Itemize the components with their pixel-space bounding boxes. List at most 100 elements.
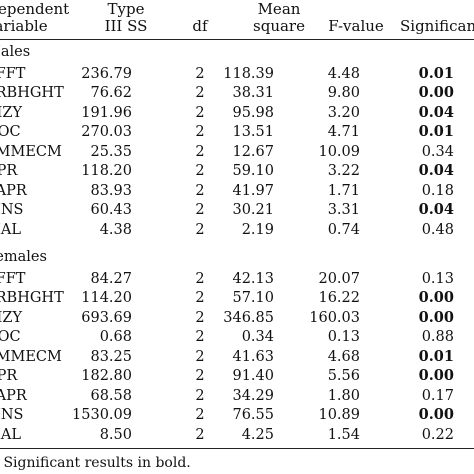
header-df: df [192, 17, 208, 35]
cell-mean-square: 38.31 [232, 85, 274, 101]
table-row: MNS 60.43 2 30.21 3.31 0.04 [0, 200, 474, 220]
table-row: MAL 4.38 2 2.19 0.74 0.48 [0, 220, 474, 240]
cell-significance: 0.04 [418, 103, 454, 121]
group-label: Males [0, 44, 31, 60]
cell-mean-square: 59.10 [232, 163, 274, 179]
cell-df: 2 [195, 143, 205, 160]
cell-significance: 0.48 [421, 221, 454, 238]
cell-df: 2 [195, 348, 205, 365]
cell-significance: 0.01 [418, 123, 454, 140]
header-ss-line1: Type [107, 0, 145, 18]
cell-mean-square: 91.40 [232, 368, 274, 384]
cell-mean-square: 12.67 [232, 143, 274, 160]
footnote: * Significant results in bold. [0, 455, 191, 471]
table-bottom-rule [0, 448, 474, 449]
cell-df: 2 [195, 65, 205, 82]
cell-type-iii-ss: 118.20 [81, 163, 132, 179]
cell-df: 2 [195, 290, 205, 306]
cell-significance: 0.04 [418, 201, 454, 218]
cell-type-iii-ss: 182.80 [81, 368, 132, 384]
cell-mean-square: 41.97 [232, 182, 274, 199]
table-row: LFFT 236.79 2 118.39 4.48 0.01 [0, 64, 474, 84]
cell-type-iii-ss: 76.62 [90, 85, 132, 101]
cell-type-iii-ss: 4.38 [99, 221, 132, 238]
cell-type-iii-ss: 191.96 [81, 104, 132, 121]
cell-f-value: 5.56 [327, 368, 360, 384]
cell-significance: 0.17 [421, 387, 454, 404]
table-row: LMMECM 83.25 2 41.63 4.68 0.01 [0, 347, 474, 367]
header-dependent-line2: variable [0, 17, 48, 35]
cell-variable: LRBHGHT [0, 85, 64, 101]
header-ss-line2: III SS [104, 17, 148, 35]
cell-variable: MNS [0, 202, 24, 218]
table-row: LFFT 84.27 2 42.13 20.07 0.13 [0, 269, 474, 289]
cell-f-value: 10.89 [318, 407, 360, 423]
cell-variable: MAL [0, 426, 21, 443]
header-significance: Significance [400, 17, 474, 35]
cell-f-value: 4.71 [327, 124, 360, 140]
cell-variable: LAPR [0, 387, 27, 404]
cell-f-value: 3.20 [327, 104, 360, 121]
cell-mean-square: 42.13 [232, 270, 274, 287]
cell-f-value: 3.31 [327, 202, 360, 218]
cell-mean-square: 13.51 [232, 124, 274, 140]
cell-variable: LAPR [0, 182, 27, 199]
cell-f-value: 4.68 [327, 348, 360, 365]
cell-variable: EPR [0, 163, 18, 179]
cell-significance: 0.01 [418, 347, 454, 365]
header-f-value: F-value [328, 17, 384, 35]
cell-df: 2 [195, 202, 205, 218]
cell-significance: 0.00 [418, 84, 454, 101]
cell-significance: 0.00 [418, 406, 454, 423]
cell-variable: LMMECM [0, 143, 62, 160]
table-row: GOC 0.68 2 0.34 0.13 0.88 [0, 327, 474, 347]
cell-variable: MNS [0, 407, 24, 423]
cell-type-iii-ss: 114.20 [81, 290, 132, 306]
cell-f-value: 4.48 [327, 65, 360, 82]
cell-f-value: 3.22 [327, 163, 360, 179]
cell-type-iii-ss: 68.58 [90, 387, 132, 404]
cell-mean-square: 76.55 [232, 407, 274, 423]
cell-mean-square: 57.10 [232, 290, 274, 306]
cell-significance: 0.22 [421, 426, 454, 443]
cell-significance: 0.18 [421, 182, 454, 199]
table-row: BIZY 693.69 2 346.85 160.03 0.00 [0, 308, 474, 328]
cell-df: 2 [195, 309, 205, 326]
table-row: EPR 182.80 2 91.40 5.56 0.00 [0, 366, 474, 386]
cell-mean-square: 34.29 [232, 387, 274, 404]
cell-significance: 0.88 [421, 329, 454, 345]
table-row: LRBHGHT 76.62 2 38.31 9.80 0.00 [0, 83, 474, 103]
cell-mean-square: 30.21 [232, 202, 274, 218]
cell-type-iii-ss: 60.43 [90, 202, 132, 218]
table-row: GOC 270.03 2 13.51 4.71 0.01 [0, 122, 474, 142]
cell-type-iii-ss: 83.93 [90, 182, 132, 199]
cell-significance: 0.01 [418, 64, 454, 82]
cell-df: 2 [195, 163, 205, 179]
cell-variable: GOC [0, 329, 21, 345]
cell-df: 2 [195, 387, 205, 404]
table-row: MAL 8.50 2 4.25 1.54 0.22 [0, 425, 474, 445]
cell-type-iii-ss: 84.27 [90, 270, 132, 287]
cell-variable: LRBHGHT [0, 290, 64, 306]
table-row: MNS 1530.09 2 76.55 10.89 0.00 [0, 405, 474, 425]
cell-df: 2 [195, 85, 205, 101]
cell-type-iii-ss: 270.03 [81, 124, 132, 140]
table-row: BIZY 191.96 2 95.98 3.20 0.04 [0, 103, 474, 123]
cell-mean-square: 95.98 [232, 104, 274, 121]
cell-variable: EPR [0, 368, 18, 384]
cell-f-value: 0.13 [327, 329, 360, 345]
cell-f-value: 160.03 [309, 309, 360, 326]
cell-variable: LMMECM [0, 348, 62, 365]
cell-significance: 0.00 [418, 308, 454, 326]
cell-significance: 0.00 [418, 289, 454, 306]
cell-f-value: 1.54 [327, 426, 360, 443]
cell-f-value: 9.80 [327, 85, 360, 101]
cell-f-value: 20.07 [318, 270, 360, 287]
cell-df: 2 [195, 104, 205, 121]
cell-mean-square: 346.85 [223, 309, 274, 326]
cell-type-iii-ss: 236.79 [81, 65, 132, 82]
cell-variable: GOC [0, 124, 21, 140]
cell-mean-square: 41.63 [232, 348, 274, 365]
header-ms-line2: square [253, 17, 305, 35]
